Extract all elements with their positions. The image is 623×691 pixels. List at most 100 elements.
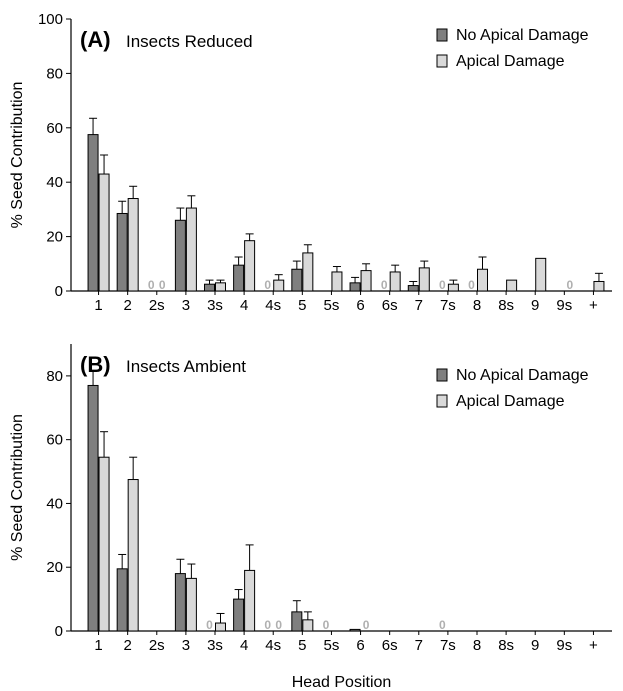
x-tick-label: 3s: [207, 637, 223, 654]
bar-no-apical-3s: [204, 283, 215, 292]
x-tick-label: 1: [94, 637, 102, 654]
y-tick-label: 80: [46, 65, 63, 82]
bar-apical-1: [98, 456, 110, 632]
legend-label-apical: Apical Damage: [456, 393, 565, 410]
x-tick-label: 3: [182, 297, 190, 314]
x-tick-label: +: [589, 297, 598, 314]
bar-no-apical-3: [174, 573, 186, 632]
zero-label: 0: [468, 278, 475, 292]
bar-apical-8s: [506, 279, 518, 292]
x-tick-label: 8s: [498, 297, 514, 314]
bar-no-apical-4: [233, 264, 245, 292]
bar-no-apical-1: [87, 134, 99, 292]
x-tick-label: 7s: [440, 637, 456, 654]
x-axis-label: Head Position: [292, 674, 392, 691]
bar-apical-5s: [331, 271, 343, 292]
zero-label: 0: [566, 278, 573, 292]
zero-label: 0: [264, 618, 271, 632]
bar-no-apical-4: [233, 598, 245, 632]
bar-no-apical-5: [291, 611, 303, 632]
zero-label: 0: [381, 278, 388, 292]
x-tick-label: 6: [356, 637, 364, 654]
x-tick-label: 6: [356, 297, 364, 314]
y-tick-label: 60: [46, 432, 63, 449]
bar-no-apical-2: [116, 212, 128, 292]
x-tick-label: 8: [473, 297, 481, 314]
bar-no-apical-7: [407, 285, 419, 292]
y-tick-label: 40: [46, 495, 63, 512]
x-tick-label: 8: [473, 637, 481, 654]
zero-label: 0: [148, 278, 155, 292]
bar-apical-2: [127, 479, 139, 632]
bar-apical-2: [127, 198, 139, 292]
x-tick-label: 9s: [556, 637, 572, 654]
bar-no-apical-2: [116, 568, 128, 632]
bar-apical-+: [593, 280, 605, 292]
legend-swatch-no-apical: [436, 368, 448, 382]
bar-apical-4: [244, 569, 256, 632]
x-tick-label: 3: [182, 637, 190, 654]
bar-apical-5: [302, 619, 314, 632]
zero-label: 0: [439, 618, 446, 632]
panel-title: Insects Reduced: [126, 32, 253, 51]
x-tick-label: 2s: [149, 297, 165, 314]
x-tick-label: 2s: [149, 637, 165, 654]
x-tick-label: 9: [531, 297, 539, 314]
bar-no-apical-6: [349, 628, 361, 632]
zero-label: 0: [323, 618, 330, 632]
legend-swatch-no-apical: [436, 28, 448, 42]
y-tick-label: 0: [55, 283, 63, 300]
panel-title: Insects Ambient: [126, 357, 246, 376]
x-tick-label: 4: [240, 297, 248, 314]
zero-label: 0: [439, 278, 446, 292]
panel-label: (B): [80, 352, 111, 377]
bar-apical-6s: [389, 271, 401, 292]
x-tick-label: 5: [298, 637, 306, 654]
x-tick-label: 5s: [324, 637, 340, 654]
x-tick-label: 3s: [207, 297, 223, 314]
legend-swatch-apical: [436, 394, 448, 408]
y-axis-label: % Seed Contribution: [9, 82, 26, 229]
zero-label: 0: [363, 618, 370, 632]
legend-swatch-apical: [436, 54, 448, 68]
x-tick-label: 9: [531, 637, 539, 654]
x-tick-label: 4: [240, 637, 248, 654]
bar-no-apical-1: [87, 384, 99, 632]
x-tick-label: 6s: [382, 297, 398, 314]
x-tick-label: 2: [123, 637, 131, 654]
x-tick-label: 1: [94, 297, 102, 314]
bar-apical-5: [302, 252, 314, 292]
bar-apical-3s: [215, 282, 226, 292]
y-tick-label: 20: [46, 229, 63, 246]
bar-apical-8: [477, 268, 488, 292]
panel-label: (A): [80, 27, 111, 52]
x-tick-label: 9s: [556, 297, 572, 314]
x-tick-label: 6s: [382, 637, 398, 654]
y-axis-label: % Seed Contribution: [9, 414, 26, 561]
y-tick-label: 60: [46, 120, 63, 137]
bar-apical-6: [360, 270, 372, 292]
legend-label-no-apical: No Apical Damage: [456, 27, 589, 44]
x-tick-label: 2: [123, 297, 131, 314]
bar-apical-7: [418, 267, 430, 292]
x-tick-label: 5: [298, 297, 306, 314]
y-tick-label: 100: [38, 11, 63, 28]
x-tick-label: 4s: [265, 637, 281, 654]
bar-apical-1: [98, 173, 110, 292]
legend-label-no-apical: No Apical Damage: [456, 367, 589, 384]
bar-no-apical-3: [174, 219, 186, 292]
bar-apical-3: [185, 207, 197, 292]
bar-no-apical-5: [291, 268, 303, 292]
x-tick-label: 5s: [324, 297, 340, 314]
y-tick-label: 20: [46, 559, 63, 576]
y-tick-label: 40: [46, 174, 63, 191]
bar-apical-3: [185, 577, 197, 632]
legend-label-apical: Apical Damage: [456, 53, 565, 70]
x-tick-label: 8s: [498, 637, 514, 654]
x-tick-label: 4s: [265, 297, 281, 314]
bar-apical-4: [244, 240, 256, 292]
y-tick-label: 80: [46, 368, 63, 385]
bar-apical-4s: [273, 279, 285, 292]
